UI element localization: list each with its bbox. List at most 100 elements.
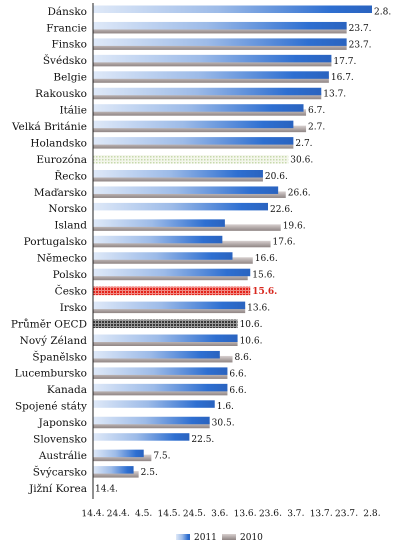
data-label-svedsko: 17.7. [333, 57, 356, 67]
bar-2011-madarsko [93, 186, 279, 194]
bar-2010-finsko [93, 43, 347, 50]
data-label-norsko: 22.6. [270, 205, 293, 215]
bar-2011-svycarsko [93, 466, 134, 474]
category-labels: Dánsko Francie Finsko Švédsko Belgie Rakousko… [11, 6, 87, 495]
legend-swatch-2010 [222, 534, 236, 540]
category-label-recko: Řecko [54, 168, 87, 182]
bar-2011-rakousko [93, 87, 322, 96]
legend-swatch-2011 [176, 534, 190, 540]
category-label-italie: Itálie [59, 105, 87, 117]
category-label-dansko: Dánsko [47, 6, 87, 18]
data-label-spanelsko: 8.6. [235, 353, 252, 363]
category-label-madarsko: Maďarsko [34, 187, 87, 199]
bar-2010-japonsko [93, 421, 210, 429]
category-label-australie: Austrálie [38, 450, 87, 462]
data-label-francie: 23.7. [349, 24, 372, 34]
bar-2011-recko [93, 170, 263, 178]
bar-2011-spojene-staty [93, 400, 215, 408]
x-tick-label: 13.7. [310, 509, 333, 520]
data-label-slovensko: 22.5. [191, 435, 214, 445]
bar-2011-holandsko [93, 137, 294, 145]
bar-2011-francie [93, 21, 347, 30]
bar-2010-kanada [93, 388, 228, 396]
data-label-nemecko: 16.6. [255, 254, 278, 264]
bar-2011-island [93, 219, 225, 227]
bar-2010-velka-britanie [93, 125, 307, 133]
category-label-svedsko: Švédsko [43, 53, 87, 67]
category-label-belgie: Belgie [53, 72, 87, 84]
x-tick-label: 14.4. [81, 509, 104, 520]
category-label-island: Island [54, 220, 87, 232]
bar-2011-nemecko [93, 252, 233, 260]
bar-2010-svycarsko [93, 471, 139, 478]
bar-2011-polsko [93, 268, 251, 277]
category-label-spojene-staty: Spojené státy [15, 401, 87, 413]
category-label-portugalsko: Portugalsko [24, 236, 87, 248]
legend-label-2010: 2010 [240, 533, 263, 543]
bar-2010-cesko [93, 286, 251, 296]
category-label-norsko: Norsko [48, 203, 87, 215]
category-label-spanelsko: Španělsko [32, 349, 87, 363]
bar-2010-eurozona [93, 155, 289, 164]
bar-2010-svedsko [93, 59, 332, 67]
bar-2011-dansko [93, 5, 372, 13]
category-label-irsko: Irsko [60, 302, 87, 314]
category-label-velka-britanie: Velká Británie [11, 121, 87, 133]
data-label-madarsko: 26.6. [288, 188, 311, 198]
data-label-dansko: 2.8. [374, 7, 391, 17]
bar-2010-francie [93, 26, 347, 34]
bar-2011-slovensko [93, 433, 190, 441]
bar-2010-italie [93, 109, 307, 116]
data-label-recko: 20.6. [265, 172, 288, 182]
data-label-belgie: 16.7. [331, 73, 354, 83]
data-label-holandsko: 2.7. [295, 139, 312, 149]
bar-2010-irsko [93, 306, 246, 314]
legend: 2011 2010 [176, 533, 263, 543]
data-label-japonsko: 30.5. [212, 419, 235, 429]
x-tick-label: 23.7. [335, 509, 358, 520]
bar-2010-holandsko [93, 142, 294, 149]
bar-2010-portugalsko [93, 240, 271, 248]
bar-2011-portugalsko [93, 235, 223, 244]
category-label-kanada: Kanada [47, 384, 87, 396]
bar-2011-lucembursko [93, 367, 228, 375]
bar-2010-island [93, 224, 281, 231]
x-tick-label: 4.5. [135, 509, 153, 520]
x-tick-label: 2.8. [363, 509, 381, 520]
category-label-polsko: Polsko [53, 269, 87, 281]
bar-2011-velka-britanie [93, 120, 294, 129]
bar-2011-finsko [93, 38, 347, 46]
category-label-svycarsko: Švýcarsko [33, 464, 87, 478]
category-label-rakousko: Rakousko [35, 88, 87, 100]
category-label-slovensko: Slovensko [33, 434, 87, 446]
category-label-finsko: Finsko [52, 39, 87, 51]
category-label-cesko: Česko [55, 283, 87, 297]
category-label-novy-zeland: Nový Zéland [20, 334, 88, 347]
data-label-polsko: 15.6. [252, 271, 275, 281]
bar-2011-kanada [93, 383, 228, 392]
data-label-island: 19.6. [283, 221, 306, 231]
data-label-cesko: 15.6. [252, 287, 277, 297]
legend-label-2011: 2011 [194, 533, 217, 543]
bar-2010-spanelsko [93, 355, 233, 363]
x-tick-label: 3.7. [287, 509, 305, 520]
data-label-australie: 7.5. [153, 452, 170, 462]
x-tick-label: 24.5. [183, 509, 206, 520]
bar-2011-belgie [93, 71, 329, 79]
bar-2010-recko [93, 175, 263, 182]
x-tick-label: 23.6. [259, 509, 282, 520]
data-label-kanada: 6.6. [229, 386, 246, 396]
category-label-lucembursko: Lucembursko [15, 368, 87, 380]
data-label-velka-britanie: 2.7. [308, 123, 325, 133]
data-label-prumer-oecd: 10.6. [240, 320, 263, 330]
data-label-portugalsko: 17.6. [273, 238, 296, 248]
data-label-irsko: 13.6. [247, 304, 270, 314]
data-label-lucembursko: 6.6. [229, 369, 246, 379]
bar-2011-italie [93, 104, 304, 112]
bars-layer: 2.8.23.7.23.7.17.7.16.7.13.7.6.7.2.7.2.7… [93, 5, 391, 494]
bar-2011-spanelsko [93, 350, 220, 359]
bar-2010-lucembursko [93, 372, 228, 379]
bar-2010-novy-zeland [93, 339, 238, 346]
data-label-eurozona: 30.6. [290, 155, 313, 165]
